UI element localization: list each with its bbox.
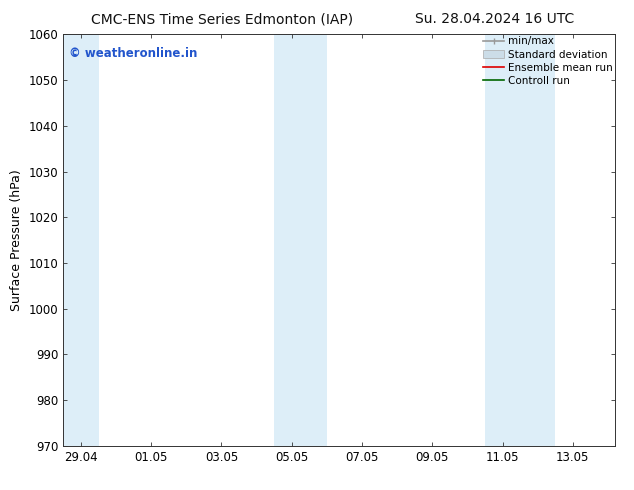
Text: Su. 28.04.2024 16 UTC: Su. 28.04.2024 16 UTC: [415, 12, 574, 26]
Bar: [485, 34, 555, 446]
Bar: [63, 34, 98, 446]
Text: © weatheronline.in: © weatheronline.in: [69, 47, 197, 60]
Bar: [274, 34, 327, 446]
Y-axis label: Surface Pressure (hPa): Surface Pressure (hPa): [10, 169, 23, 311]
Legend: min/max, Standard deviation, Ensemble mean run, Controll run: min/max, Standard deviation, Ensemble me…: [483, 36, 613, 86]
Text: CMC-ENS Time Series Edmonton (IAP): CMC-ENS Time Series Edmonton (IAP): [91, 12, 353, 26]
